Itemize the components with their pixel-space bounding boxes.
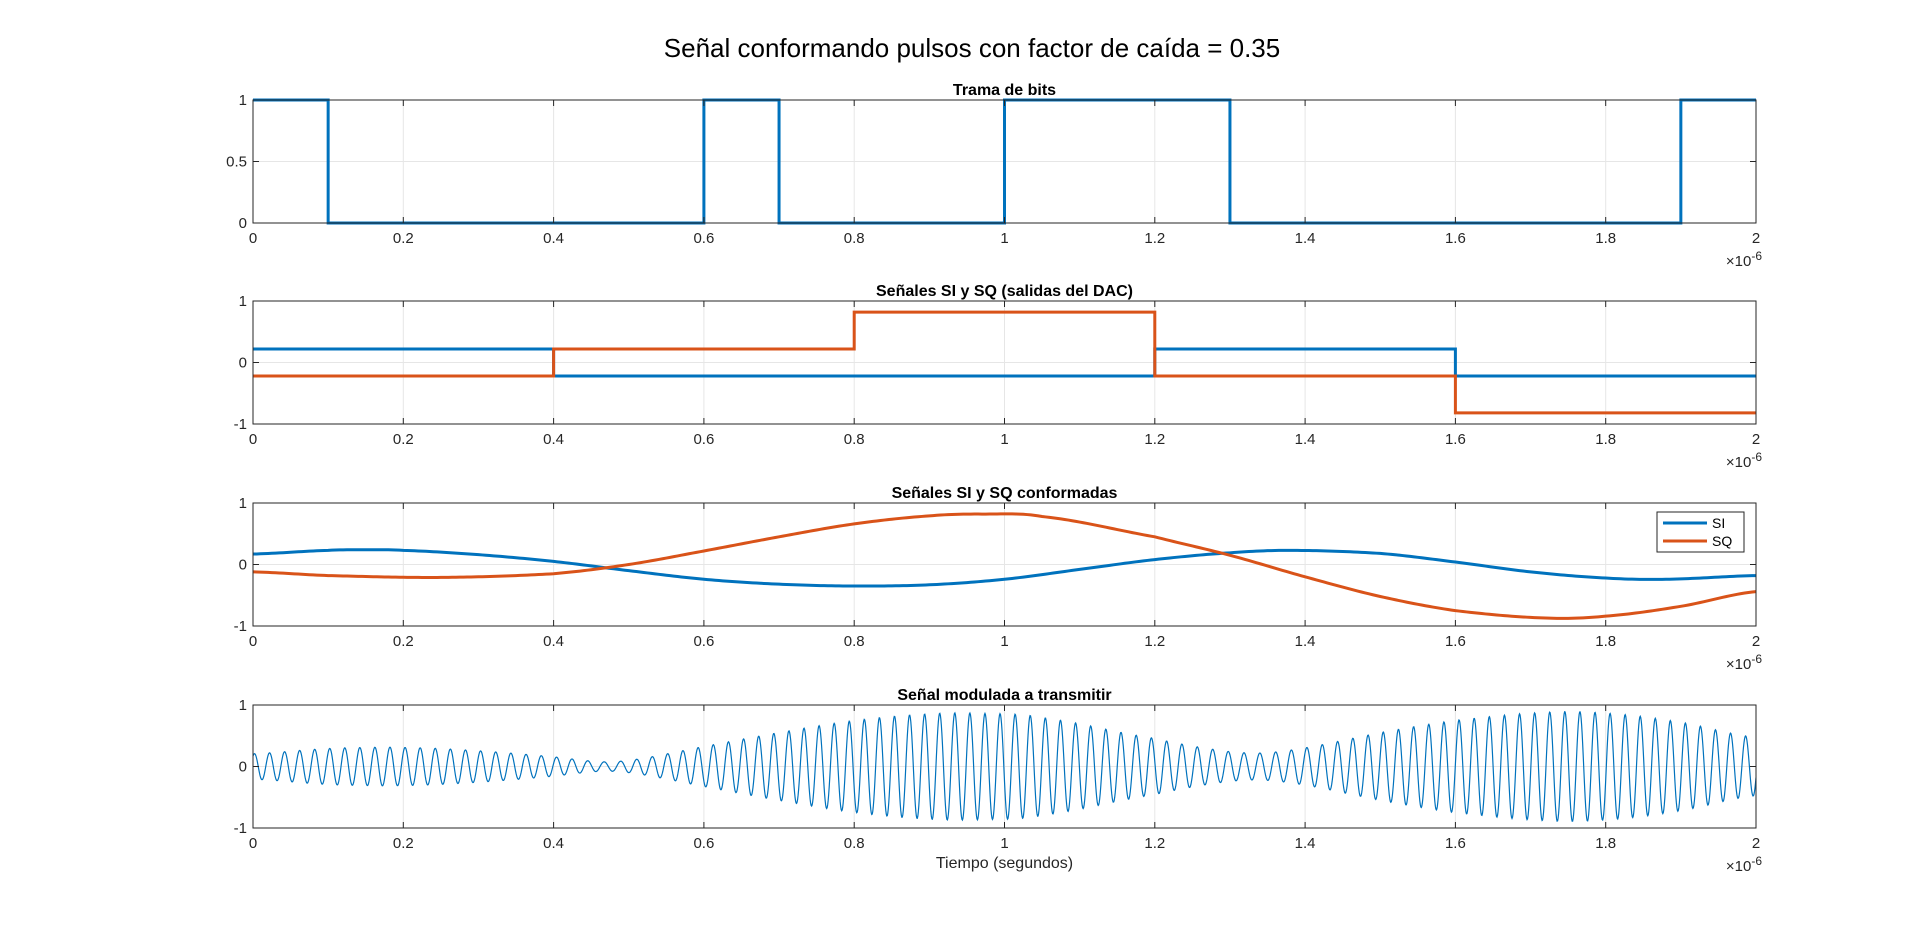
subplot-title: Señales SI y SQ (salidas del DAC) — [876, 283, 1133, 300]
subplot-title: Señal modulada a transmitir — [897, 687, 1111, 704]
x-tick-label: 1.2 — [1144, 431, 1165, 448]
x-tick-label: 1.4 — [1295, 431, 1316, 448]
x-tick-label: 1 — [1000, 633, 1008, 650]
x-tick-label: 0.6 — [693, 835, 714, 852]
x-tick-label: 1.6 — [1445, 835, 1466, 852]
plot-area — [253, 310, 1756, 415]
x-exponent-base: ×10 — [1726, 858, 1751, 875]
x-tick-label: 1 — [1000, 431, 1008, 448]
ticks: 0 0.2 0.4 0.6 0.8 1 1.2 1.4 1.6 1.8 2 0 0.5 1 — [226, 92, 1760, 247]
x-tick-label: 1.6 — [1445, 230, 1466, 247]
x-tick-label: 1.6 — [1445, 431, 1466, 448]
y-tick-label: 0 — [239, 215, 247, 232]
subplot-4: 0 0.2 0.4 0.6 0.8 1 1.2 1.4 1.6 1.8 2-101×10-6Seña… — [234, 687, 1763, 875]
x-tick-label: 0.6 — [693, 230, 714, 247]
legend-label: SI — [1712, 515, 1725, 531]
x-tick-label: 1.8 — [1595, 633, 1616, 650]
y-tick-label: -1 — [234, 416, 247, 433]
x-tick-label: 0 — [249, 431, 257, 448]
subplot-1: 0 0.2 0.4 0.6 0.8 1 1.2 1.4 1.6 1.8 2 0 0.5 1 ×10-6 Tra… — [226, 82, 1762, 270]
x-tick-label: 1.2 — [1144, 835, 1165, 852]
x-exponent-base: ×10 — [1726, 656, 1751, 673]
figure-title: Señal conformando pulsos con factor de c… — [664, 33, 1280, 63]
x-tick-label: 1.8 — [1595, 835, 1616, 852]
x-tick-label: 0.2 — [393, 633, 414, 650]
x-exponent-power: -6 — [1751, 652, 1762, 666]
x-tick-label: 2 — [1752, 230, 1760, 247]
x-tick-label: 0.2 — [393, 835, 414, 852]
subplot-2: 0 0.2 0.4 0.6 0.8 1 1.2 1.4 1.6 1.8 2-101×10-6Seña… — [234, 283, 1763, 471]
x-tick-label: 2 — [1752, 633, 1760, 650]
x-tick-label: 0.4 — [543, 835, 564, 852]
x-tick-label: 0.6 — [693, 431, 714, 448]
x-tick-label: 0.4 — [543, 633, 564, 650]
x-tick-label: 1.4 — [1295, 835, 1316, 852]
x-tick-label: 2 — [1752, 835, 1760, 852]
plot-area — [253, 711, 1756, 822]
y-tick-label: 1 — [239, 697, 247, 714]
x-exponent-power: -6 — [1751, 854, 1762, 868]
x-tick-label: 2 — [1752, 431, 1760, 448]
x-tick-label: 0.4 — [543, 431, 564, 448]
legend-label: SQ — [1712, 533, 1732, 549]
x-tick-label: 0 — [249, 835, 257, 852]
y-tick-label: 1 — [239, 293, 247, 310]
series-sq-line — [253, 512, 1756, 620]
x-tick-label: 0 — [249, 633, 257, 650]
x-tick-label: 1.8 — [1595, 431, 1616, 448]
x-exponent-label: ×10-6 — [1726, 652, 1762, 673]
x-tick-label: 0.8 — [844, 835, 865, 852]
x-tick-label: 1.2 — [1144, 230, 1165, 247]
x-exponent-power: -6 — [1751, 450, 1762, 464]
series-modulated-line — [253, 711, 1756, 822]
ticks: 0 0.2 0.4 0.6 0.8 1 1.2 1.4 1.6 1.8 2-101 — [234, 293, 1761, 448]
subplot-title: Señales SI y SQ conformadas — [892, 485, 1118, 502]
x-tick-label: 0.8 — [844, 431, 865, 448]
legend-box — [1656, 511, 1745, 553]
subplot-title: Trama de bits — [953, 82, 1056, 99]
legend: SI SQ — [1656, 511, 1745, 553]
ticks: 0 0.2 0.4 0.6 0.8 1 1.2 1.4 1.6 1.8 2-101 — [234, 697, 1761, 852]
x-tick-label: 0.2 — [393, 431, 414, 448]
x-tick-label: 1 — [1000, 835, 1008, 852]
x-tick-label: 0.8 — [844, 633, 865, 650]
series-sq-line — [253, 310, 1756, 415]
y-tick-label: 0.5 — [226, 154, 247, 171]
x-axis-label: Tiempo (segundos) — [936, 855, 1073, 872]
y-tick-label: 0 — [239, 759, 247, 776]
x-tick-label: 1.2 — [1144, 633, 1165, 650]
x-tick-label: 1.8 — [1595, 230, 1616, 247]
y-tick-label: 1 — [239, 92, 247, 109]
subplots: 0 0.2 0.4 0.6 0.8 1 1.2 1.4 1.6 1.8 200.51×10-6Tra… — [226, 82, 1762, 875]
plot-area — [253, 512, 1756, 620]
x-exponent-label: ×10-6 — [1726, 450, 1762, 471]
x-tick-label: 1 — [1000, 230, 1008, 247]
x-tick-label: 0 — [249, 230, 257, 247]
x-tick-label: 0.2 — [393, 230, 414, 247]
series-si-line — [253, 548, 1756, 588]
x-exponent-power: -6 — [1751, 249, 1762, 263]
x-tick-label: 0.8 — [844, 230, 865, 247]
y-tick-label: 0 — [239, 557, 247, 574]
ticks: 0 0.2 0.4 0.6 0.8 1 1.2 1.4 1.6 1.8 2-101 — [234, 495, 1761, 650]
x-tick-label: 0.4 — [543, 230, 564, 247]
x-tick-label: 1.4 — [1295, 230, 1316, 247]
x-tick-label: 1.4 — [1295, 633, 1316, 650]
x-exponent-base: ×10 — [1726, 253, 1751, 270]
x-exponent-label: ×10-6 — [1726, 249, 1762, 270]
x-exponent-base: ×10 — [1726, 454, 1751, 471]
y-tick-label: 0 — [239, 355, 247, 372]
y-tick-label: -1 — [234, 820, 247, 837]
y-tick-label: -1 — [234, 618, 247, 635]
x-tick-label: 0.6 — [693, 633, 714, 650]
x-exponent-label: ×10-6 — [1726, 854, 1762, 875]
y-tick-label: 1 — [239, 495, 247, 512]
x-tick-label: 1.6 — [1445, 633, 1466, 650]
